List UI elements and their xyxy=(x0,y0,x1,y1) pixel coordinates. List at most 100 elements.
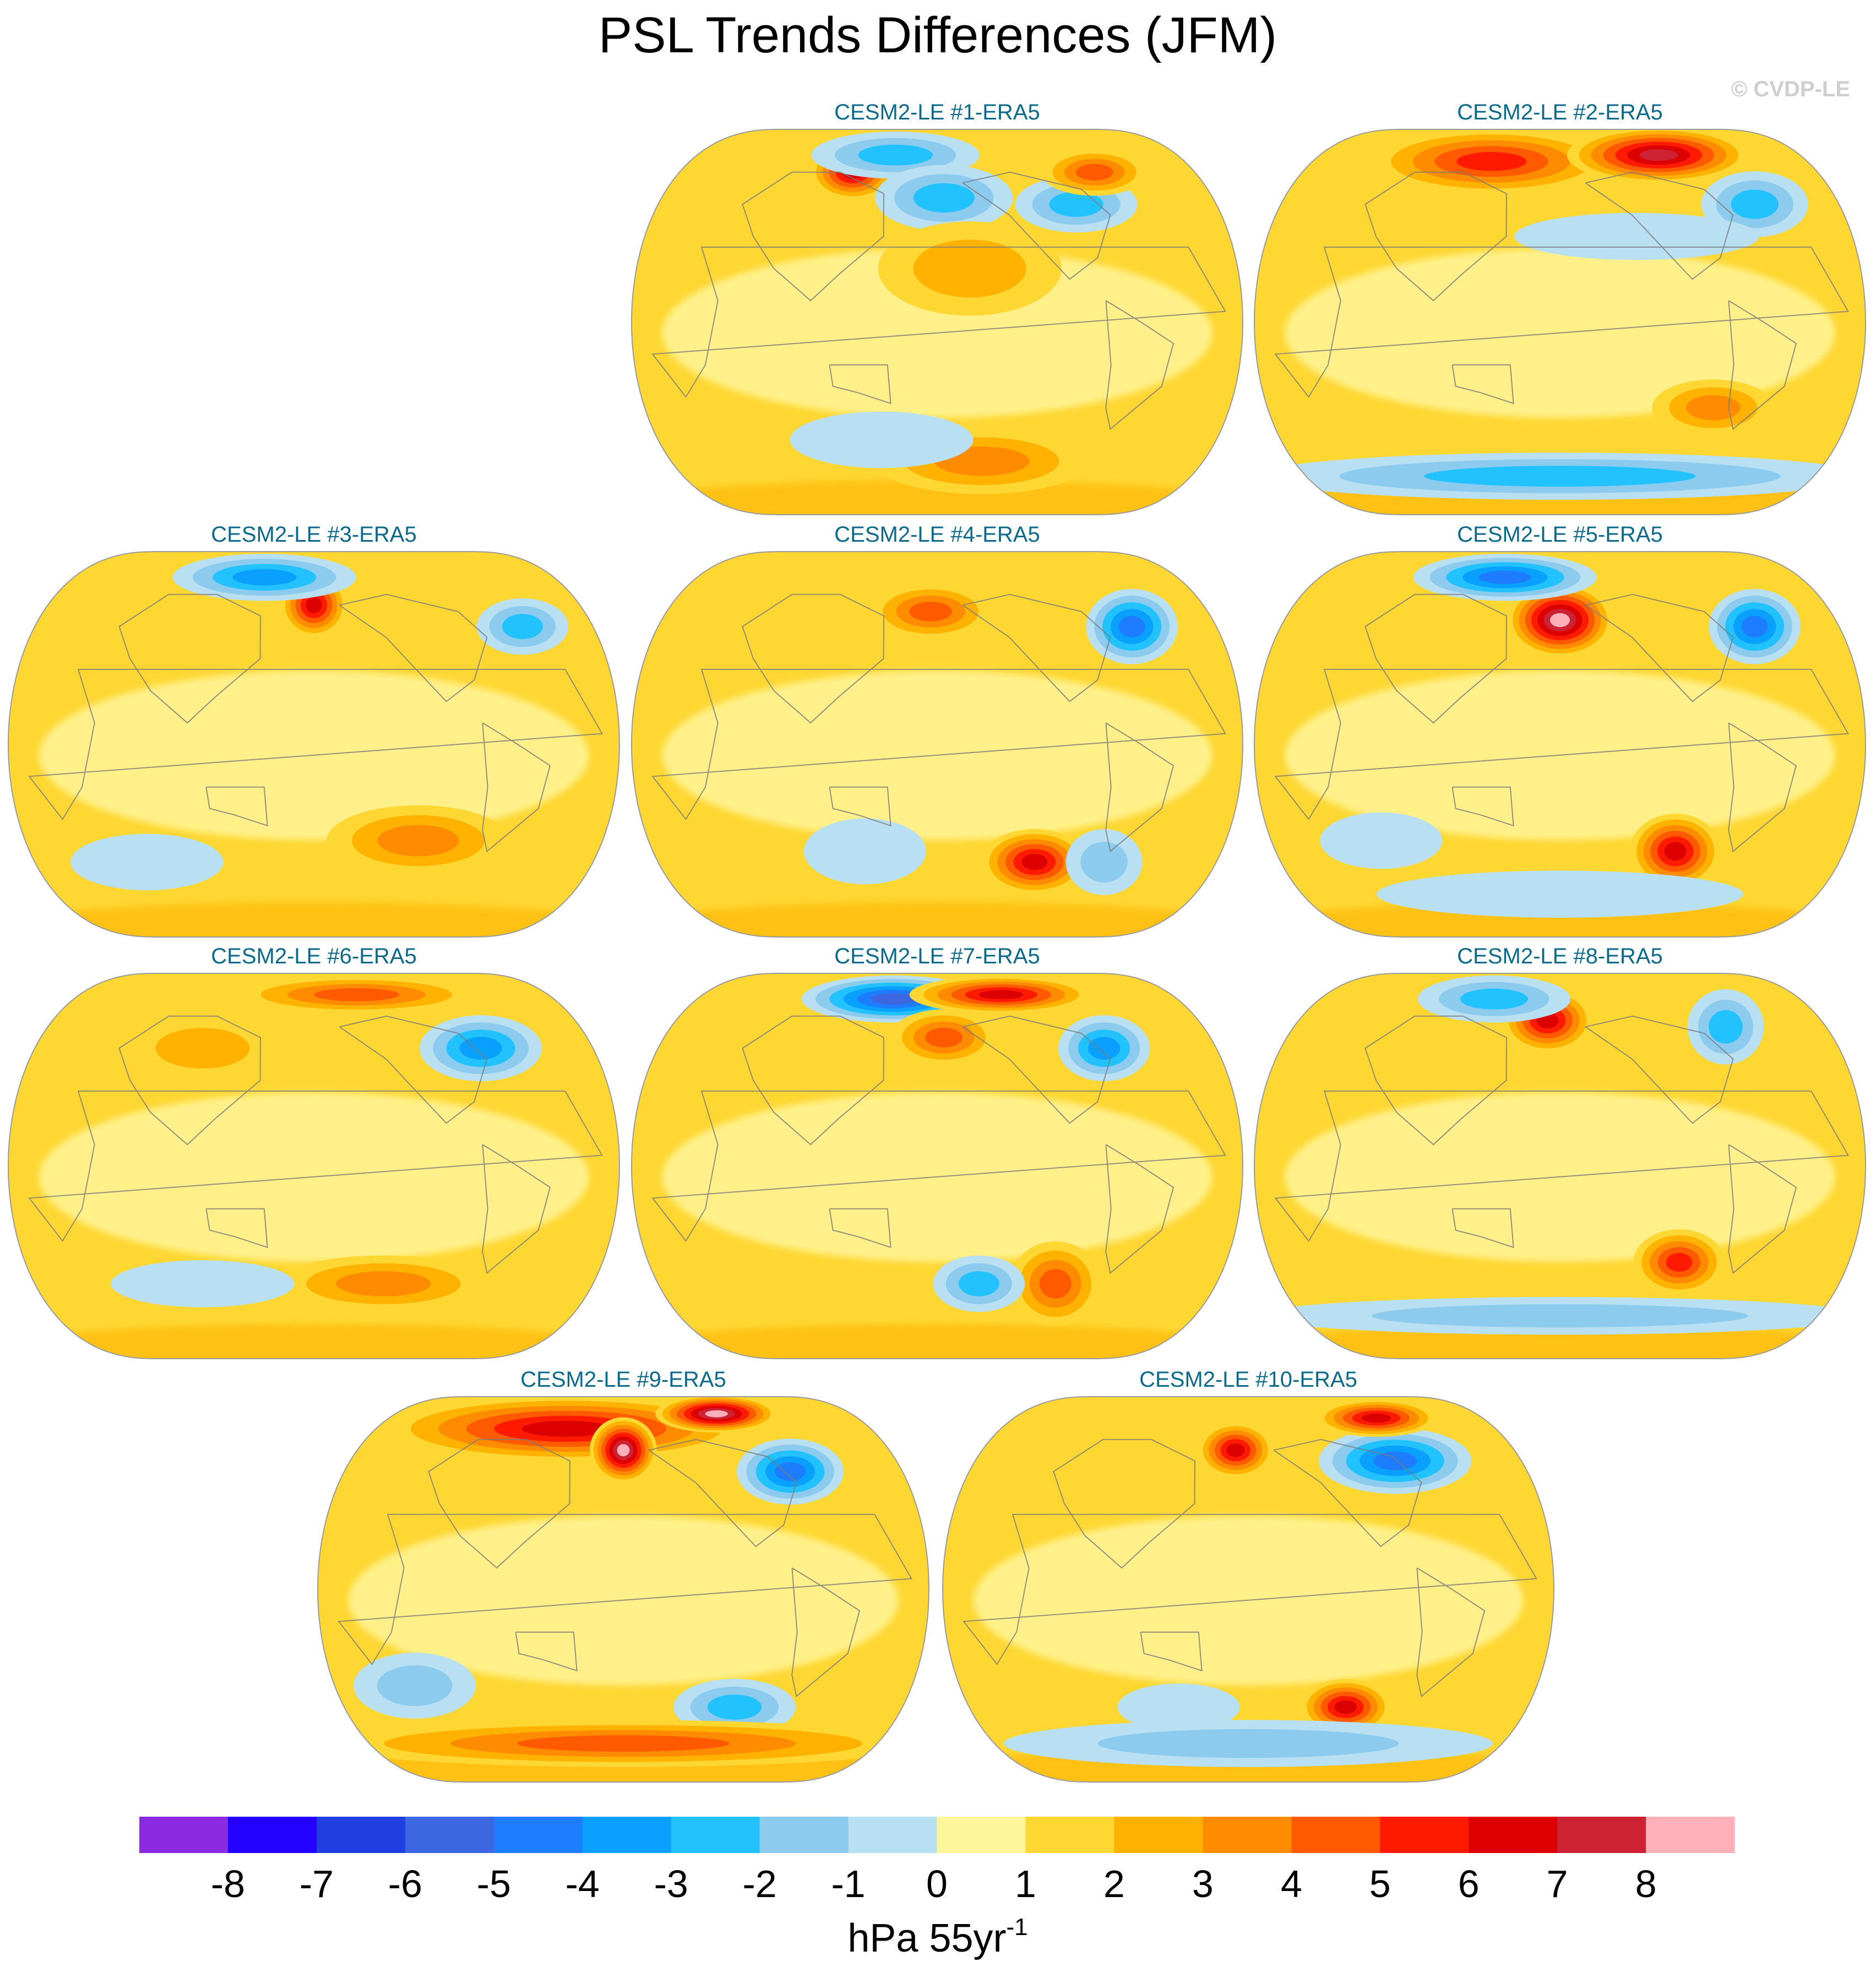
polar-south-band xyxy=(632,1324,1243,1359)
map-outline xyxy=(942,1396,1555,1783)
contour-region xyxy=(70,833,224,891)
contour-region xyxy=(617,1444,630,1457)
map-outline xyxy=(630,551,1244,938)
contour-region xyxy=(1226,1443,1245,1457)
polar-south-band xyxy=(8,1324,619,1359)
contour-region xyxy=(707,1694,762,1720)
contour-region xyxy=(314,988,399,1001)
contour-region xyxy=(1080,841,1128,882)
colorbar-segment xyxy=(405,1817,494,1853)
colorbar-segment xyxy=(493,1817,583,1853)
colorbar-tick-label: -8 xyxy=(211,1862,245,1905)
colorbar-segment xyxy=(1646,1817,1735,1853)
colorbar-segment xyxy=(937,1817,1026,1853)
colorbar-segment xyxy=(671,1817,760,1853)
contour-region xyxy=(336,1271,431,1296)
contour-region xyxy=(925,1027,963,1048)
contour-region xyxy=(1118,615,1145,637)
coastlines xyxy=(1274,1015,1850,1274)
colorbar-tick-label: -4 xyxy=(565,1862,600,1905)
map-panel: CESM2-LE #6-ERA5 xyxy=(7,944,621,1359)
colorbar-tick-label: 7 xyxy=(1547,1862,1568,1905)
contour-region xyxy=(1361,1413,1391,1423)
contour-region xyxy=(1456,152,1527,171)
map-panel: CESM2-LE #2-ERA5 xyxy=(1253,100,1867,515)
map-outline xyxy=(7,551,621,938)
coastlines xyxy=(1274,171,1850,431)
panel-title: CESM2-LE #6-ERA5 xyxy=(211,944,416,968)
contour-region xyxy=(1075,164,1113,181)
contour-region xyxy=(909,601,952,622)
colorbar-tick-label: 6 xyxy=(1458,1862,1480,1905)
coastlines xyxy=(28,593,603,853)
colorbar-tick-label: 0 xyxy=(926,1862,948,1905)
contour-region xyxy=(377,825,459,857)
contour-region xyxy=(1664,842,1687,861)
polar-south-band xyxy=(1254,902,1866,937)
map-panel: CESM2-LE #8-ERA5 xyxy=(1253,944,1867,1359)
contour-region xyxy=(459,1037,502,1060)
coastlines xyxy=(651,1015,1227,1274)
contour-region xyxy=(1334,1700,1357,1714)
contour-region xyxy=(1373,1451,1417,1470)
contour-region xyxy=(913,239,1026,298)
colorbar-label: hPa 55yr-1 xyxy=(847,1914,1027,1960)
contour-region xyxy=(1478,570,1531,584)
panel-title: CESM2-LE #5-ERA5 xyxy=(1457,522,1662,547)
colorbar-tick-label: 4 xyxy=(1281,1862,1302,1905)
colorbar-tick-label: 2 xyxy=(1103,1862,1125,1905)
coastlines xyxy=(28,1015,603,1274)
contour-region xyxy=(1377,870,1743,918)
contour-region xyxy=(1021,854,1048,870)
contour-region xyxy=(1088,1037,1121,1060)
contour-region xyxy=(517,1735,730,1752)
colorbar-segment xyxy=(1469,1817,1558,1853)
colorbar-segment xyxy=(1291,1817,1380,1853)
map-outline xyxy=(7,973,621,1359)
colorbar-segment xyxy=(1203,1817,1292,1853)
map-panel: CESM2-LE #3-ERA5 xyxy=(7,522,621,938)
contour-region xyxy=(1731,189,1779,219)
panel-title: CESM2-LE #3-ERA5 xyxy=(211,522,416,547)
colorbar-segment xyxy=(582,1817,672,1853)
map-outline xyxy=(630,129,1244,515)
colorbar-segment xyxy=(848,1817,938,1853)
contour-region xyxy=(1639,149,1678,161)
contour-region xyxy=(775,1462,806,1481)
panel-title: CESM2-LE #1-ERA5 xyxy=(834,100,1040,124)
figure-title: PSL Trends Differences (JFM) xyxy=(599,7,1277,63)
map-panel: CESM2-LE #1-ERA5 xyxy=(630,100,1244,515)
colorbar-segment xyxy=(1380,1817,1469,1853)
colorbar-tick-label: 1 xyxy=(1015,1862,1036,1905)
colorbar-tick-label: 3 xyxy=(1192,1862,1214,1905)
panel-title: CESM2-LE #8-ERA5 xyxy=(1457,944,1662,968)
colorbar-tick-label: -3 xyxy=(654,1862,688,1905)
contour-region xyxy=(111,1260,295,1307)
map-outline xyxy=(1253,551,1867,938)
contour-region xyxy=(1117,1683,1240,1731)
polar-south-band xyxy=(632,480,1243,515)
coastlines xyxy=(651,593,1227,853)
contour-region xyxy=(1039,1269,1072,1299)
contour-region xyxy=(155,1028,250,1069)
map-panel: CESM2-LE #9-ERA5 xyxy=(317,1367,930,1783)
contour-region xyxy=(1097,1729,1399,1758)
contour-region xyxy=(502,614,543,639)
contour-region xyxy=(306,597,322,613)
colorbar-segment xyxy=(316,1817,406,1853)
contour-region xyxy=(1709,1010,1743,1044)
panel-title: CESM2-LE #2-ERA5 xyxy=(1457,100,1662,124)
colorbar-segment xyxy=(1557,1817,1646,1853)
colorbar-tick-label: -2 xyxy=(742,1862,776,1905)
colorbar: -8 -7 -6 -5 -4 -3 -2 -1 0 1 2 3 4 5 6 7 8 xyxy=(139,1817,1735,1905)
colorbar-segment xyxy=(1114,1817,1203,1853)
contour-region xyxy=(1372,1304,1748,1328)
map-panel: CESM2-LE #4-ERA5 xyxy=(630,522,1244,938)
contour-region xyxy=(232,569,297,586)
panel-title: CESM2-LE #9-ERA5 xyxy=(520,1367,726,1392)
polar-south-band xyxy=(8,902,619,937)
contour-region xyxy=(1666,1252,1693,1272)
contour-region xyxy=(1686,395,1741,421)
colorbar-tick-label: -1 xyxy=(831,1862,865,1905)
